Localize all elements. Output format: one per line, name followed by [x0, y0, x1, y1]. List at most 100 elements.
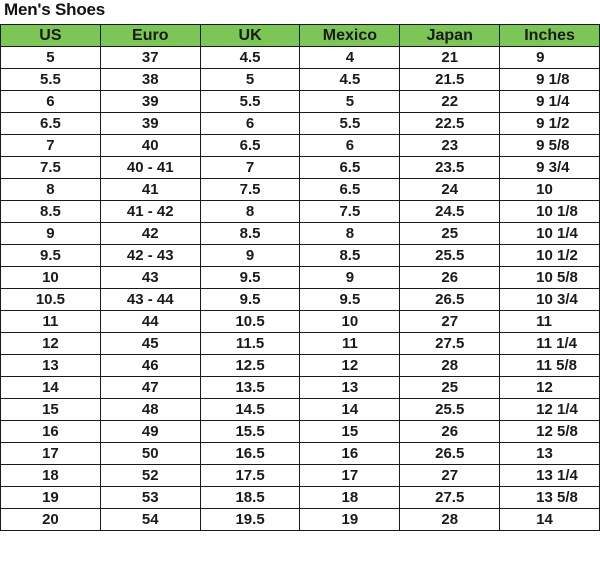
page-title: Men's Shoes [4, 0, 106, 19]
cell-mexico: 11 [299, 332, 401, 355]
cell-japan: 22.5 [399, 112, 501, 135]
cell-euro: 45 [99, 332, 201, 355]
cell-inches: 13 5/8 [499, 486, 600, 509]
cell-japan: 23 [399, 134, 501, 157]
cell-mexico: 4.5 [299, 68, 401, 91]
cell-mexico: 6.5 [299, 178, 401, 201]
cell-japan: 26.5 [399, 442, 501, 465]
cell-euro: 42 [99, 222, 201, 245]
cell-uk: 18.5 [199, 486, 301, 509]
cell-us: 8 [0, 178, 101, 201]
cell-euro: 38 [99, 68, 201, 91]
cell-inches: 10 [499, 178, 600, 201]
cell-inches: 9 1/2 [499, 112, 600, 135]
cell-uk: 11.5 [199, 332, 301, 355]
table-row: 19 53 18.5 18 27.5 13 5/8 [0, 486, 600, 509]
column-header-us: US [0, 24, 101, 47]
cell-euro: 53 [99, 486, 201, 509]
table-row: 10 43 9.5 9 26 10 5/8 [0, 266, 600, 289]
cell-uk: 12.5 [199, 354, 301, 377]
cell-uk: 7 [199, 156, 301, 179]
cell-uk: 15.5 [199, 420, 301, 443]
cell-mexico: 19 [299, 508, 401, 531]
column-header-mexico: Mexico [299, 24, 401, 47]
table-row: 18 52 17.5 17 27 13 1/4 [0, 464, 600, 487]
cell-inches: 11 [499, 310, 600, 333]
cell-us: 15 [0, 398, 101, 421]
cell-inches: 12 1/4 [499, 398, 600, 421]
cell-mexico: 8.5 [299, 244, 401, 267]
cell-japan: 27.5 [399, 332, 501, 355]
table-row: 9 42 8.5 8 25 10 1/4 [0, 222, 600, 245]
cell-euro: 48 [99, 398, 201, 421]
cell-mexico: 13 [299, 376, 401, 399]
cell-euro: 52 [99, 464, 201, 487]
cell-euro: 40 [99, 134, 201, 157]
cell-inches: 9 [499, 46, 600, 69]
cell-mexico: 7.5 [299, 200, 401, 223]
cell-japan: 25.5 [399, 244, 501, 267]
cell-us: 20 [0, 508, 101, 531]
cell-euro: 43 - 44 [99, 288, 201, 311]
cell-us: 11 [0, 310, 101, 333]
cell-mexico: 4 [299, 46, 401, 69]
cell-mexico: 8 [299, 222, 401, 245]
cell-us: 5 [0, 46, 101, 69]
cell-euro: 39 [99, 112, 201, 135]
cell-us: 12 [0, 332, 101, 355]
cell-mexico: 18 [299, 486, 401, 509]
cell-inches: 9 5/8 [499, 134, 600, 157]
cell-uk: 17.5 [199, 464, 301, 487]
cell-uk: 6 [199, 112, 301, 135]
table-row: 9.5 42 - 43 9 8.5 25.5 10 1/2 [0, 244, 600, 267]
table-row: 15 48 14.5 14 25.5 12 1/4 [0, 398, 600, 421]
cell-uk: 19.5 [199, 508, 301, 531]
column-header-euro: Euro [99, 24, 201, 47]
column-header-uk: UK [199, 24, 301, 47]
cell-mexico: 9 [299, 266, 401, 289]
cell-japan: 27 [399, 310, 501, 333]
cell-inches: 10 1/2 [499, 244, 600, 267]
cell-japan: 26 [399, 266, 501, 289]
cell-inches: 11 5/8 [499, 354, 600, 377]
cell-japan: 24 [399, 178, 501, 201]
cell-japan: 21 [399, 46, 501, 69]
table-row: 14 47 13.5 13 25 12 [0, 376, 600, 399]
cell-uk: 5 [199, 68, 301, 91]
cell-us: 5.5 [0, 68, 101, 91]
table-row: 17 50 16.5 16 26.5 13 [0, 442, 600, 465]
cell-inches: 10 5/8 [499, 266, 600, 289]
cell-mexico: 12 [299, 354, 401, 377]
cell-uk: 9 [199, 244, 301, 267]
size-chart-table: US Euro UK Mexico Japan Inches 5 37 4.5 4 21 9 5.5 3… [0, 24, 600, 531]
cell-euro: 37 [99, 46, 201, 69]
cell-japan: 26 [399, 420, 501, 443]
cell-mexico: 17 [299, 464, 401, 487]
cell-uk: 8 [199, 200, 301, 223]
cell-japan: 23.5 [399, 156, 501, 179]
cell-uk: 9.5 [199, 288, 301, 311]
cell-us: 19 [0, 486, 101, 509]
cell-inches: 9 3/4 [499, 156, 600, 179]
cell-japan: 25 [399, 222, 501, 245]
cell-inches: 10 1/8 [499, 200, 600, 223]
cell-mexico: 6 [299, 134, 401, 157]
table-row: 6.5 39 6 5.5 22.5 9 1/2 [0, 112, 600, 135]
cell-japan: 25 [399, 376, 501, 399]
cell-inches: 11 1/4 [499, 332, 600, 355]
cell-inches: 14 [499, 508, 600, 531]
cell-mexico: 16 [299, 442, 401, 465]
cell-mexico: 15 [299, 420, 401, 443]
column-header-japan: Japan [399, 24, 501, 47]
cell-inches: 13 1/4 [499, 464, 600, 487]
cell-us: 13 [0, 354, 101, 377]
cell-japan: 25.5 [399, 398, 501, 421]
cell-japan: 22 [399, 90, 501, 113]
table-row: 8 41 7.5 6.5 24 10 [0, 178, 600, 201]
cell-us: 18 [0, 464, 101, 487]
cell-us: 8.5 [0, 200, 101, 223]
table-row: 8.5 41 - 42 8 7.5 24.5 10 1/8 [0, 200, 600, 223]
cell-uk: 5.5 [199, 90, 301, 113]
cell-uk: 8.5 [199, 222, 301, 245]
cell-inches: 9 1/4 [499, 90, 600, 113]
